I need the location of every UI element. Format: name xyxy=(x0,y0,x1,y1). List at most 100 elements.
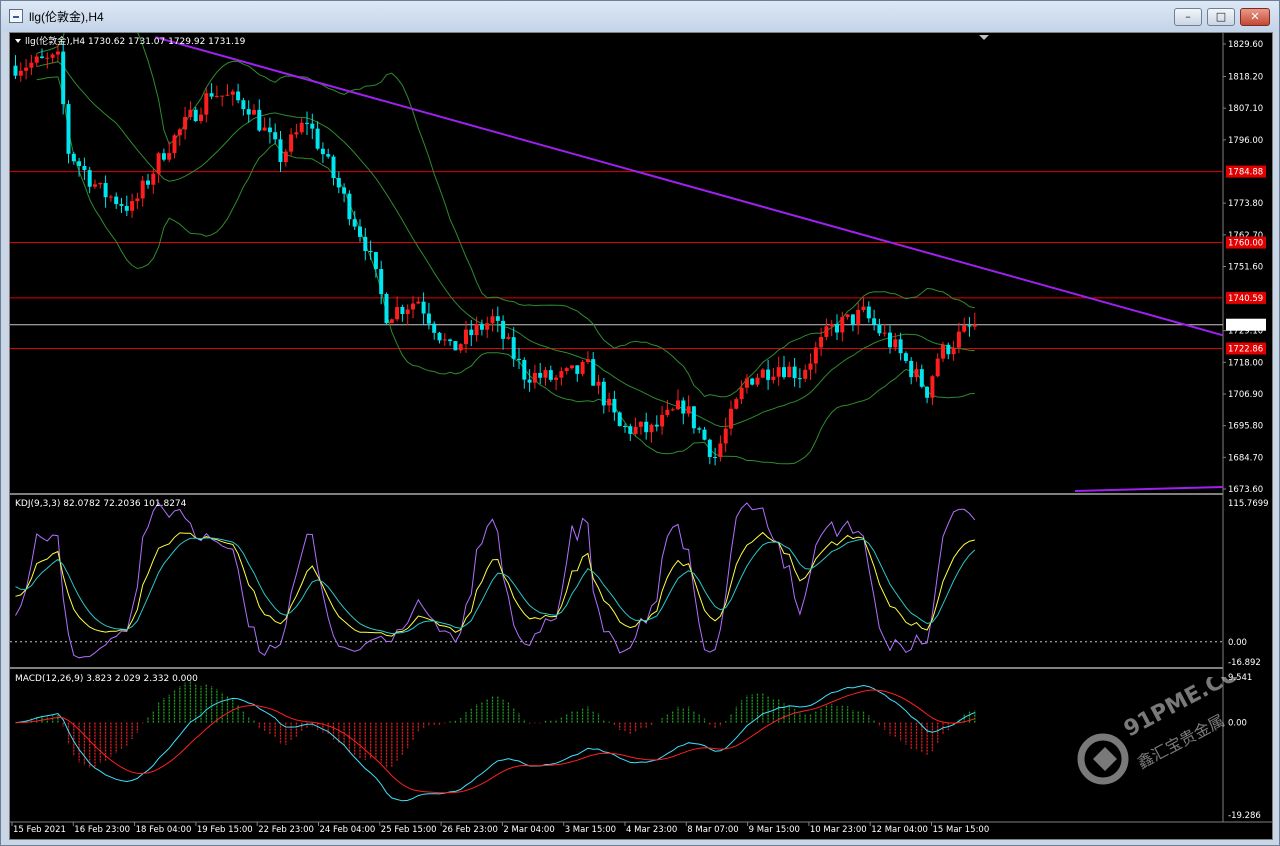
candle-body xyxy=(108,196,113,198)
candle-body xyxy=(654,424,659,427)
candle-body xyxy=(813,347,818,364)
candle-body xyxy=(336,177,341,188)
candle-body xyxy=(373,252,378,270)
maximize-button[interactable]: □ xyxy=(1207,8,1235,26)
candle-body xyxy=(236,91,241,101)
candle-body xyxy=(411,303,415,310)
candle-body xyxy=(82,165,87,171)
minimize-button[interactable]: – xyxy=(1174,8,1202,26)
candle-body xyxy=(962,325,967,332)
candle-body xyxy=(71,153,76,162)
candle-body xyxy=(225,94,230,96)
candle-body xyxy=(638,421,643,427)
time-axis-label: 18 Feb 04:00 xyxy=(136,825,192,835)
candle-body xyxy=(808,363,813,370)
price-axis-label: 1796.00 xyxy=(1228,136,1263,146)
kdj-axis-label: 0.00 xyxy=(1228,638,1247,648)
candle-body xyxy=(935,358,940,377)
candle-body xyxy=(649,424,654,433)
level-price-label: 1760.00 xyxy=(1228,239,1263,249)
candle-body xyxy=(511,337,516,359)
candle-body xyxy=(331,156,336,178)
candle-body xyxy=(803,369,808,379)
candle-body xyxy=(29,62,34,68)
collapse-arrow-icon xyxy=(15,39,21,43)
candle-body xyxy=(426,313,431,324)
candle-body xyxy=(829,323,834,327)
candle-body xyxy=(342,187,347,194)
candle-body xyxy=(400,307,405,315)
candle-body xyxy=(172,135,177,154)
candle-body xyxy=(538,372,543,378)
candle-body xyxy=(819,336,824,348)
candle-body xyxy=(299,122,304,133)
shift-marker-icon xyxy=(979,35,989,40)
kdj-title: KDJ(9,3,3) 82.0782 72.2036 101.8274 xyxy=(15,499,187,509)
candle-body xyxy=(686,406,691,414)
candle-body xyxy=(909,360,914,378)
close-button[interactable]: ✕ xyxy=(1240,8,1270,26)
macd-axis-label: 9.541 xyxy=(1228,673,1252,683)
chart-window-icon xyxy=(9,9,23,23)
candle-body xyxy=(124,205,129,211)
level-price-label: 1740.59 xyxy=(1228,294,1263,304)
chart-canvas[interactable]: llg(伦敦金),H4 1730.62 1731.07 1729.92 1731… xyxy=(10,33,1272,839)
candle-body xyxy=(278,139,283,162)
trendline-lower xyxy=(1074,486,1224,492)
candle-body xyxy=(623,426,627,428)
kdj-k-line xyxy=(15,502,976,659)
time-axis-label: 8 Mar 07:00 xyxy=(687,825,738,835)
candle-body xyxy=(734,399,739,409)
level-price-tag xyxy=(1226,236,1266,249)
candle-body xyxy=(564,368,569,372)
time-axis-label: 24 Feb 04:00 xyxy=(320,825,376,835)
candle-body xyxy=(368,251,373,253)
price-axis-label: 1729.10 xyxy=(1228,327,1263,337)
candle-body xyxy=(320,148,325,155)
price-axis-label: 1695.80 xyxy=(1228,422,1263,432)
candle-body xyxy=(167,153,172,160)
candle-body xyxy=(771,376,776,380)
level-price-tag xyxy=(1226,165,1266,178)
candle-body xyxy=(315,128,320,149)
time-axis-label: 2 Mar 04:00 xyxy=(503,825,554,835)
macd-axis-label: -19.286 xyxy=(1228,811,1261,821)
price-axis-label: 1818.20 xyxy=(1228,73,1263,83)
candle-body xyxy=(246,109,251,115)
candle-body xyxy=(633,426,638,434)
candle-body xyxy=(760,369,765,378)
candle-body xyxy=(416,301,421,304)
candle-body xyxy=(34,56,39,63)
candle-body xyxy=(893,339,898,348)
candle-body xyxy=(257,109,262,131)
candle-body xyxy=(193,109,198,122)
macd-title: MACD(12,26,9) 3.823 2.029 2.332 0.000 xyxy=(15,674,198,684)
candle-body xyxy=(464,329,468,345)
candle-body xyxy=(744,378,749,388)
candle-body xyxy=(395,307,400,320)
current-price-tag xyxy=(1226,318,1266,331)
title-bar[interactable]: llg(伦敦金),H4 – □ ✕ xyxy=(1,1,1279,32)
candle-body xyxy=(13,65,18,76)
candle-body xyxy=(972,324,977,327)
candle-body xyxy=(204,93,209,115)
candles-group xyxy=(13,41,977,466)
candle-body xyxy=(432,323,437,333)
candle-body xyxy=(453,341,458,351)
candle-body xyxy=(93,184,97,187)
candle-body xyxy=(77,161,82,166)
price-axis-label: 1829.60 xyxy=(1228,40,1263,50)
candle-body xyxy=(697,428,702,430)
candle-body xyxy=(522,359,527,380)
candle-body xyxy=(18,70,23,76)
candle-body xyxy=(750,378,755,385)
time-axis-label: 3 Mar 15:00 xyxy=(565,825,616,835)
candle-body xyxy=(739,387,744,400)
candle-body xyxy=(612,398,617,413)
candle-body xyxy=(469,329,474,336)
chart-area[interactable]: llg(伦敦金),H4 1730.62 1731.07 1729.92 1731… xyxy=(9,32,1273,840)
candle-body xyxy=(898,339,903,354)
candle-body xyxy=(601,381,606,406)
candle-body xyxy=(946,344,951,355)
candle-body xyxy=(294,132,299,135)
